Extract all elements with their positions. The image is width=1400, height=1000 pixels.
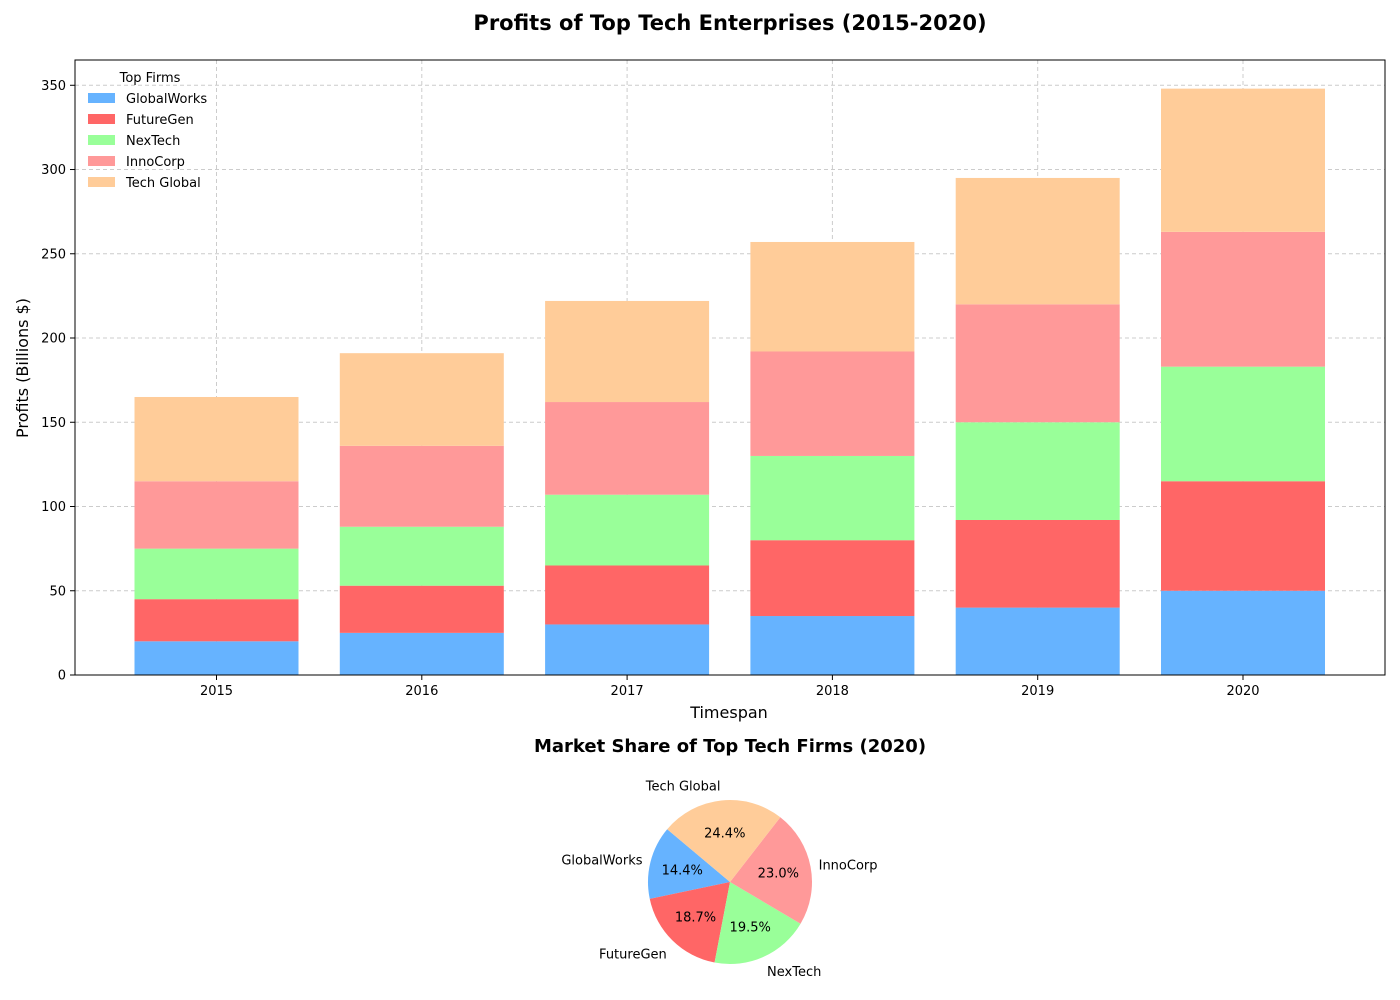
- y-tick-label: 200: [41, 332, 66, 347]
- bar-segment: [955, 422, 1120, 520]
- bar-segment: [545, 402, 710, 495]
- bar-segment: [134, 641, 299, 675]
- pie-slice-label: GlobalWorks: [561, 854, 642, 869]
- pie-slice: [730, 817, 812, 924]
- bar-segment: [339, 585, 504, 633]
- pie-pct-label: 19.5%: [730, 920, 771, 935]
- legend-swatch: [88, 177, 115, 187]
- legend-entry: InnoCorp: [126, 155, 185, 170]
- x-tick-label: 2016: [405, 684, 438, 699]
- y-tick-label: 350: [41, 79, 66, 94]
- bar-segment: [750, 616, 915, 675]
- bar-segment: [955, 177, 1120, 305]
- pie-slice: [648, 829, 730, 899]
- x-tick-label: 2018: [816, 684, 849, 699]
- pie-pct-label: 24.4%: [704, 827, 745, 842]
- legend: Top Firms GlobalWorks FutureGen NexTech Inn…: [88, 71, 207, 191]
- y-axis-label: Profits (Billions $): [13, 298, 32, 438]
- y-tick-label: 50: [49, 584, 66, 599]
- legend-swatch: [88, 156, 115, 166]
- y-tick-label: 100: [41, 500, 66, 515]
- bar-segment: [750, 351, 915, 456]
- x-tick-label: 2015: [200, 684, 233, 699]
- bar-segment: [339, 445, 504, 527]
- bar-chart-title: Profits of Top Tech Enterprises (2015-20…: [473, 11, 986, 35]
- x-axis-label: Timespan: [689, 703, 768, 722]
- bar-segment: [545, 565, 710, 625]
- pie-slice: [714, 882, 801, 964]
- pie-slice: [667, 800, 781, 882]
- bar-segment: [134, 481, 299, 549]
- y-tick-label: 150: [41, 416, 66, 431]
- bar-segment: [339, 632, 504, 675]
- bar-segment: [1161, 366, 1325, 482]
- pie-slice-label: FutureGen: [599, 947, 667, 962]
- bar-segment: [955, 519, 1120, 608]
- bar-chart: 0 50 100 150 200 250 300 350 2015 2016 2017 2018 201…: [41, 59, 1386, 699]
- bar-segment: [750, 455, 915, 541]
- pie-chart-title: Market Share of Top Tech Firms (2020): [534, 736, 926, 757]
- pie-chart: 14.4% GlobalWorks 18.7% FutureGen 19.5% NexTe…: [561, 779, 877, 980]
- pie-slice: [649, 882, 730, 963]
- bar-segment: [1161, 88, 1325, 232]
- x-tick-label: 2019: [1021, 684, 1054, 699]
- pie-pct-label: 14.4%: [662, 864, 703, 879]
- legend-swatch: [88, 114, 115, 124]
- bar-segment: [134, 548, 299, 600]
- x-tick-label: 2020: [1226, 684, 1259, 699]
- bar-segment: [750, 241, 915, 352]
- legend-entry: Tech Global: [125, 176, 201, 191]
- bar-segment: [1161, 481, 1325, 591]
- bar-segment: [955, 304, 1120, 423]
- pie-slice-label: InnoCorp: [819, 859, 878, 874]
- y-tick-label: 250: [41, 247, 66, 262]
- legend-entry: NexTech: [126, 134, 180, 149]
- plot-frame: [74, 59, 1386, 676]
- pie-slice-label: NexTech: [767, 965, 821, 980]
- bar-segment: [339, 526, 504, 586]
- pie-slice-label: Tech Global: [645, 779, 721, 794]
- legend-entry: FutureGen: [126, 113, 194, 128]
- y-tick-label: 0: [58, 669, 66, 684]
- legend-title: Top Firms: [119, 71, 181, 86]
- bar-segment: [545, 300, 710, 403]
- y-tick-label: 300: [41, 163, 66, 178]
- pie-pct-label: 23.0%: [758, 866, 799, 881]
- bar-segment: [134, 396, 299, 482]
- bar-segment: [339, 353, 504, 446]
- pie-pct-label: 18.7%: [675, 911, 716, 926]
- bar-segment: [1161, 231, 1325, 367]
- bar-segment: [750, 540, 915, 617]
- legend-swatch: [88, 93, 115, 103]
- legend-swatch: [88, 135, 115, 145]
- bar-segment: [955, 607, 1120, 675]
- legend-entry: GlobalWorks: [126, 92, 207, 107]
- bar-segment: [134, 599, 299, 642]
- bar-segment: [1161, 590, 1325, 675]
- x-tick-label: 2017: [611, 684, 644, 699]
- bar-segment: [545, 624, 710, 675]
- bar-segment: [545, 494, 710, 566]
